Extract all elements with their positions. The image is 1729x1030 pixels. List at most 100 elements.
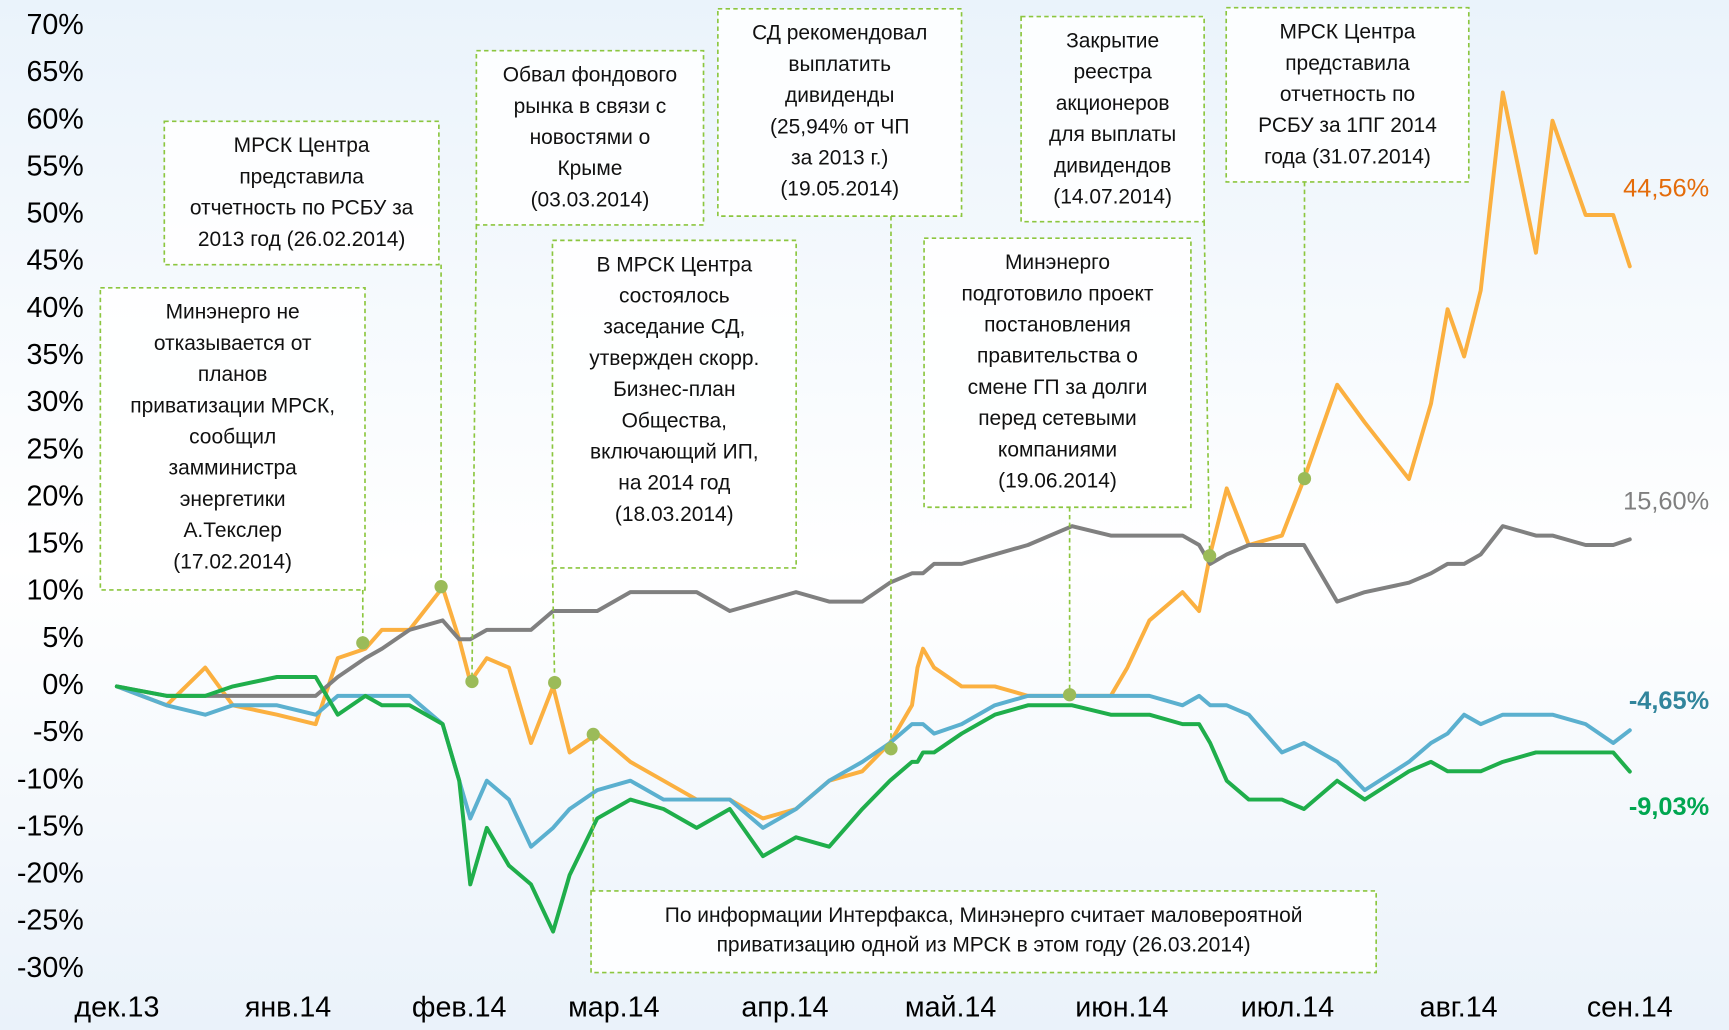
x-tick-label: май.14 bbox=[905, 992, 997, 1024]
annotation-text: правительства о bbox=[977, 345, 1138, 368]
annotation-text: для выплаты bbox=[1049, 123, 1176, 146]
y-tick-label: 30% bbox=[26, 386, 83, 418]
annotation-text: (19.05.2014) bbox=[780, 178, 899, 201]
y-tick-label: 45% bbox=[26, 245, 83, 277]
annotation-text: 2013 год (26.02.2014) bbox=[198, 228, 406, 251]
annotation-text: (19.06.2014) bbox=[998, 470, 1117, 493]
annotation-text: на 2014 год bbox=[618, 472, 730, 495]
value-label: 15,60% bbox=[1623, 488, 1709, 516]
annotation-text: приватизации МРСК, bbox=[130, 394, 335, 417]
x-tick-label: апр.14 bbox=[741, 992, 828, 1024]
annotation-text: (25,94% от ЧП bbox=[770, 115, 909, 138]
annotation-text: приватизацию одной из МРСК в этом году (… bbox=[717, 934, 1251, 957]
x-tick-label: дек.13 bbox=[74, 992, 159, 1024]
y-tick-label: 0% bbox=[42, 669, 83, 701]
annotation-text: РСБУ за 1ПГ 2014 bbox=[1258, 114, 1437, 137]
annotation-text: (17.02.2014) bbox=[173, 550, 292, 573]
y-tick-label: 65% bbox=[26, 56, 83, 88]
value-label: 44,56% bbox=[1623, 174, 1709, 202]
annotation-text: МРСК Центра bbox=[1280, 21, 1416, 44]
annotation-text: По информации Интерфакса, Минэнерго счит… bbox=[665, 904, 1303, 927]
annotation-text: представила bbox=[239, 165, 364, 188]
y-tick-label: -25% bbox=[17, 905, 84, 937]
annotation-marker bbox=[434, 580, 447, 593]
annotation-text: рынка в связи с bbox=[514, 95, 667, 118]
annotation-text: (18.03.2014) bbox=[615, 503, 734, 526]
y-tick-label: 55% bbox=[26, 150, 83, 182]
annotation-marker bbox=[465, 675, 478, 688]
y-tick-label: 35% bbox=[26, 339, 83, 371]
annotation-marker bbox=[356, 636, 369, 649]
annotation-text: отчетность по РСБУ за bbox=[190, 197, 414, 220]
annotation-text: включающий ИП, bbox=[590, 441, 759, 464]
y-tick-label: 50% bbox=[26, 198, 83, 230]
annotation-text: МРСК Центра bbox=[234, 134, 370, 157]
annotation-text: дивидендов bbox=[1054, 154, 1171, 177]
y-tick-label: 40% bbox=[26, 292, 83, 324]
y-tick-label: -5% bbox=[33, 716, 84, 748]
annotation-text: В МРСК Центра bbox=[596, 253, 752, 276]
x-tick-label: мар.14 bbox=[568, 992, 659, 1024]
annotation-text: отказывается от bbox=[154, 332, 312, 355]
y-tick-label: 60% bbox=[26, 103, 83, 135]
annotation-text: реестра bbox=[1073, 61, 1152, 84]
x-tick-label: сен.14 bbox=[1587, 992, 1673, 1024]
annotation-text: (14.07.2014) bbox=[1053, 185, 1172, 208]
x-tick-label: июл.14 bbox=[1241, 992, 1334, 1024]
value-label: -4,65% bbox=[1629, 687, 1709, 715]
annotation-marker bbox=[1298, 472, 1311, 485]
x-tick-label: июн.14 bbox=[1075, 992, 1168, 1024]
annotation-marker bbox=[548, 676, 561, 689]
annotation-text: за 2013 г.) bbox=[791, 147, 888, 170]
annotation-marker bbox=[587, 728, 600, 741]
annotation-text: заседание СД, bbox=[603, 316, 745, 339]
annotation-text: Крыме bbox=[557, 157, 622, 180]
annotation-text: постановления bbox=[984, 313, 1131, 336]
page: 70%65%60%55%50%45%40%35%30%25%20%15%10%5… bbox=[0, 0, 1729, 1030]
y-tick-label: 70% bbox=[26, 9, 83, 41]
y-tick-label: -20% bbox=[17, 858, 84, 890]
annotation-box bbox=[924, 238, 1191, 507]
annotation-marker bbox=[884, 742, 897, 755]
annotation-text: представила bbox=[1285, 52, 1410, 75]
annotation-text: дивиденды bbox=[785, 84, 894, 107]
y-tick-label: -30% bbox=[17, 952, 84, 984]
annotation-text: А.Текслер bbox=[183, 519, 281, 542]
annotation-text: Закрытие bbox=[1066, 29, 1159, 52]
annotation-text: состоялось bbox=[619, 284, 730, 307]
annotation-text: замминистра bbox=[168, 457, 297, 480]
y-tick-label: 5% bbox=[42, 622, 83, 654]
y-tick-label: -10% bbox=[17, 763, 84, 795]
value-label: -9,03% bbox=[1629, 793, 1709, 821]
annotation-text: Обвал фондового bbox=[503, 64, 678, 87]
annotation-text: компаниями bbox=[998, 438, 1117, 461]
annotation-text: энергетики bbox=[180, 488, 286, 511]
annotation-text: Минэнерго bbox=[1005, 251, 1110, 274]
annotation-text: новостями о bbox=[530, 126, 651, 149]
annotation-text: сообщил bbox=[189, 426, 276, 449]
annotation-text: Общества, bbox=[622, 409, 727, 432]
annotation-text: СД рекомендовал bbox=[752, 22, 927, 45]
y-tick-label: 20% bbox=[26, 480, 83, 512]
annotation-text: Минэнерго не bbox=[166, 301, 300, 324]
annotation-text: планов bbox=[198, 363, 268, 386]
annotation-text: перед сетевыми bbox=[978, 407, 1137, 430]
annotation-text: выплатить bbox=[788, 53, 891, 76]
annotation-text: отчетность по bbox=[1280, 83, 1415, 106]
annotation-text: смене ГП за долги bbox=[968, 376, 1148, 399]
y-tick-label: 15% bbox=[26, 528, 83, 560]
x-tick-label: янв.14 bbox=[245, 992, 331, 1024]
annotation-text: года (31.07.2014) bbox=[1264, 145, 1431, 168]
x-tick-label: фев.14 bbox=[412, 992, 507, 1024]
y-tick-label: 10% bbox=[26, 575, 83, 607]
annotation-marker bbox=[1203, 549, 1216, 562]
annotation-text: Бизнес-план bbox=[613, 378, 735, 401]
annotation-marker bbox=[1063, 688, 1076, 701]
annotation-text: подготовило проект bbox=[961, 282, 1153, 305]
annotation-text: утвержден скорр. bbox=[589, 347, 759, 370]
annotation-text: акционеров bbox=[1056, 92, 1170, 115]
y-tick-label: -15% bbox=[17, 810, 84, 842]
annotation-text: (03.03.2014) bbox=[531, 188, 650, 211]
chart: 70%65%60%55%50%45%40%35%30%25%20%15%10%5… bbox=[0, 0, 1729, 1030]
x-tick-label: авг.14 bbox=[1420, 992, 1498, 1024]
